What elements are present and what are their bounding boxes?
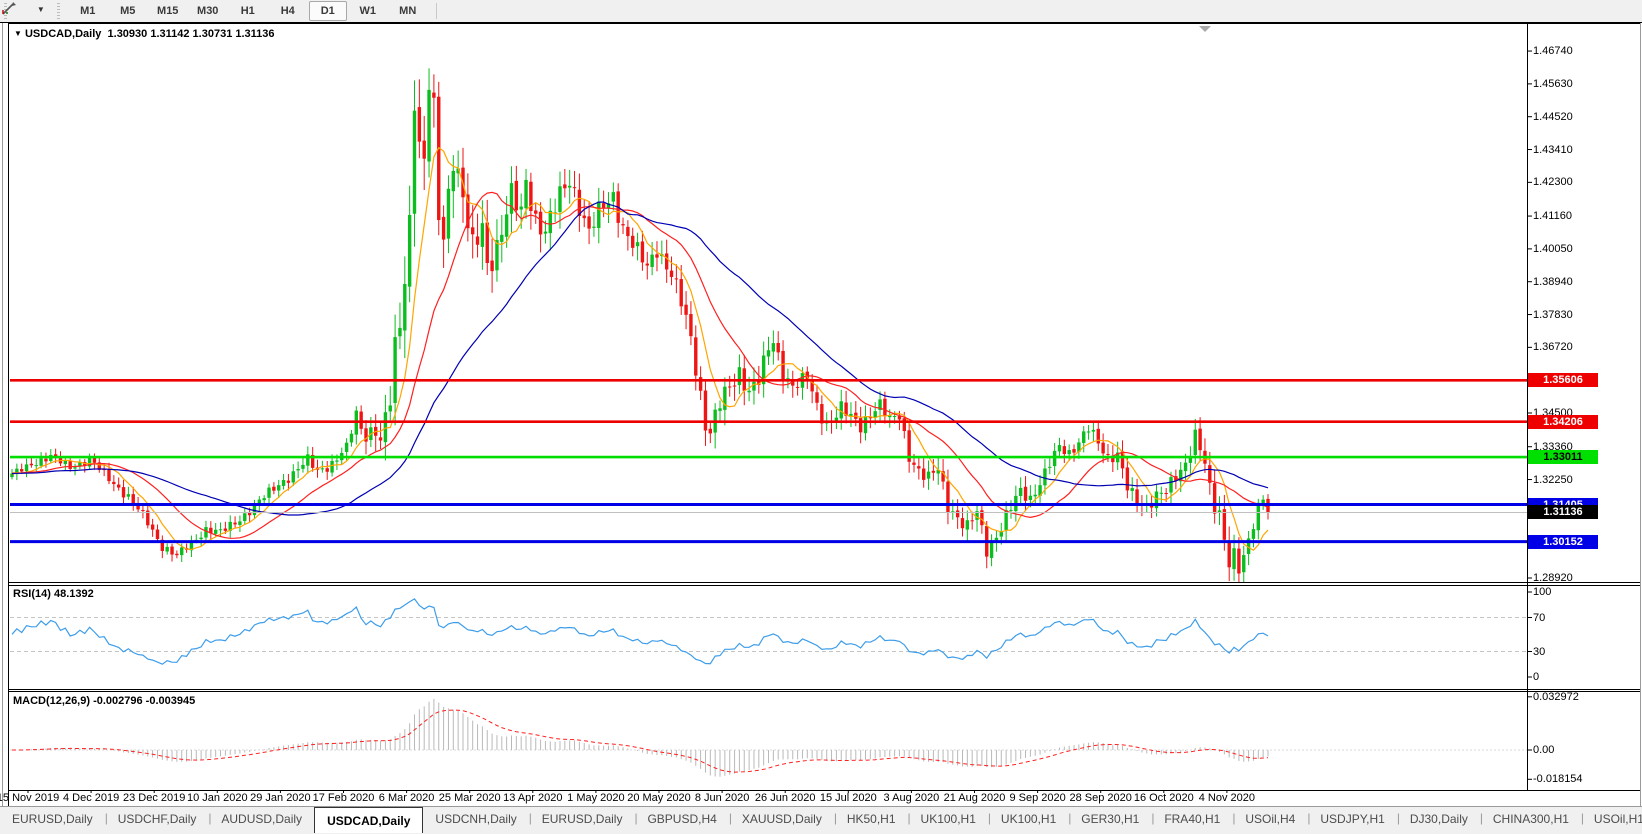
chart-tab-usdcnh-daily[interactable]: USDCNH,Daily <box>435 812 517 826</box>
price-axis-label: 1.42300 <box>1533 176 1573 189</box>
chevron-down-icon[interactable]: ▼ <box>36 5 45 14</box>
symbol-period: USDCAD,Daily <box>24 28 102 40</box>
price-axis-label: 1.40050 <box>1533 242 1573 255</box>
ohlc-values: 1.30930 1.31142 1.30731 1.31136 <box>107 28 275 40</box>
rsi-axis-label: 0 <box>1533 671 1540 683</box>
chart-plot[interactable] <box>0 23 1642 807</box>
chart-tab-bar: EURUSD,Daily | USDCHF,Daily | AUDUSD,Daily US… <box>0 806 1642 834</box>
chart-tab-gbpusd-h4[interactable]: GBPUSD,H4 <box>647 812 717 826</box>
timeframe-buttons: M1 M5 M15 M30 H1 H4 D1 W1 MN <box>68 1 428 21</box>
price-axis-label: 1.45630 <box>1533 77 1573 90</box>
chart-tab-uk100-h1[interactable]: UK100,H1 <box>1000 812 1057 826</box>
price-axis-label: 1.32250 <box>1533 473 1573 486</box>
ma-40-line <box>11 201 1269 516</box>
date-axis-label: 26 Jun 2020 <box>754 792 816 804</box>
price-badge-1.35606: 1.35606 <box>1528 373 1598 388</box>
chart-tab-eurusd-daily[interactable]: EURUSD,Daily <box>12 812 93 826</box>
macd-axis-label: 0.032972 <box>1533 690 1579 703</box>
macd-axis-label: 0.00 <box>1533 744 1555 756</box>
rsi-axis-label: 100 <box>1533 586 1552 598</box>
candlestick-series <box>10 68 1270 582</box>
chart-tabs: EURUSD,Daily | USDCHF,Daily | AUDUSD,Daily US… <box>0 807 1642 833</box>
price-badge-1.34206: 1.34206 <box>1528 414 1598 429</box>
price-axis-label: 1.41160 <box>1533 210 1572 223</box>
collapse-icon[interactable]: ▼ <box>14 29 22 38</box>
rsi-axis-label: 30 <box>1533 645 1546 658</box>
price-badge-1.33011: 1.33011 <box>1528 450 1598 465</box>
price-badge-1.30152: 1.30152 <box>1528 534 1598 549</box>
chart-tab-audusd-daily[interactable]: AUDUSD,Daily <box>221 812 303 826</box>
toolbar-separator <box>436 3 438 19</box>
date-axis-label: 13 Apr 2020 <box>503 792 563 804</box>
date-axis-label: 17 Feb 2020 <box>312 792 375 804</box>
timeframe-button-w1[interactable]: W1 <box>359 5 376 17</box>
price-badge-1.31136: 1.31136 <box>1528 505 1598 520</box>
macd-histogram <box>11 698 1269 777</box>
chart-tab-dj30-daily[interactable]: DJ30,Daily <box>1409 812 1468 826</box>
timeframe-button-m30[interactable]: M30 <box>197 5 219 17</box>
timeframe-button-m5[interactable]: M5 <box>120 5 136 17</box>
date-axis-label: 8 Jun 2020 <box>694 792 750 804</box>
date-axis-label: 28 Sep 2020 <box>1069 792 1132 804</box>
price-axis-label: 1.46740 <box>1533 45 1573 58</box>
ma-7-line <box>11 146 1269 551</box>
rsi-axis-label: 70 <box>1533 611 1546 624</box>
price-axis-label: 1.36720 <box>1533 341 1573 354</box>
chart-title: ▼ USDCAD,Daily 1.30930 1.31142 1.30731 1… <box>14 28 275 40</box>
price-axis-label: 1.37830 <box>1533 308 1573 321</box>
chart-tab-xauusd-daily[interactable]: XAUUSD,Daily <box>741 812 822 826</box>
timeframe-button-m1[interactable]: M1 <box>80 5 96 17</box>
date-axis-label: 4 Nov 2020 <box>1198 792 1256 804</box>
date-axis-label: 15 Jul 2020 <box>819 792 877 804</box>
chart-window: ▼ USDCAD,Daily 1.30930 1.31142 1.30731 1… <box>0 22 1642 807</box>
price-axis-label: 1.38940 <box>1533 275 1573 288</box>
chart-tab-uk100-h1[interactable]: UK100,H1 <box>920 812 976 826</box>
macd-signal-line <box>12 709 1269 773</box>
chart-tab-china300-h1[interactable]: CHINA300,H1 <box>1492 812 1569 826</box>
chart-drawing-tool-icon[interactable] <box>2 1 32 19</box>
date-axis-label: 6 Mar 2020 <box>378 792 435 804</box>
macd-indicator-label: MACD(12,26,9) -0.002796 -0.003945 <box>13 695 196 707</box>
chart-tab-usoil-h1[interactable]: USOil,H1 <box>1593 812 1642 826</box>
timeframe-button-m15[interactable]: M15 <box>157 5 179 17</box>
timeframe-button-h4[interactable]: H4 <box>280 5 295 17</box>
chart-tab-usdcad-daily[interactable]: USDCAD,Daily <box>314 807 424 833</box>
price-axis-label: 1.28920 <box>1533 572 1573 584</box>
chart-tab-fra40-h1[interactable]: FRA40,H1 <box>1164 812 1221 826</box>
date-axis-label: 4 Dec 2019 <box>62 792 120 804</box>
date-axis-label: 29 Jan 2020 <box>250 792 311 804</box>
rsi-indicator-label: RSI(14) 48.1392 <box>13 588 94 600</box>
date-axis-label: 21 Aug 2020 <box>943 792 1006 804</box>
date-axis-label: 10 Jan 2020 <box>187 792 248 804</box>
chart-tab-ger30-h1[interactable]: GER30,H1 <box>1081 812 1140 826</box>
chart-tab-usdjpy-h1[interactable]: USDJPY,H1 <box>1320 812 1385 826</box>
price-axis-label: 1.43410 <box>1533 143 1573 156</box>
toolbar-grip[interactable] <box>56 3 62 19</box>
date-axis-label: 25 Mar 2020 <box>438 792 501 804</box>
date-axis-label: 16 Oct 2020 <box>1133 792 1194 804</box>
date-axis-label: 3 Aug 2020 <box>883 792 940 804</box>
chart-tab-eurusd-daily[interactable]: EURUSD,Daily <box>541 812 623 826</box>
ma-18-line <box>11 191 1269 539</box>
date-axis-label: 9 Sep 2020 <box>1009 792 1066 804</box>
chart-tab-usoil-h4[interactable]: USOil,H4 <box>1245 812 1296 826</box>
chart-tab-usdchf-daily[interactable]: USDCHF,Daily <box>117 812 197 826</box>
date-axis-label: 1 May 2020 <box>567 792 625 804</box>
rsi-line <box>11 598 1269 665</box>
date-axis-label: 23 Dec 2019 <box>122 792 186 804</box>
date-axis-label: 15 Nov 2019 <box>0 792 60 804</box>
timeframe-button-mn[interactable]: MN <box>399 5 417 17</box>
price-axis-label: 1.33360 <box>1533 440 1573 453</box>
macd-axis-label: -0.018154 <box>1533 773 1583 786</box>
date-axis-label: 20 May 2020 <box>627 792 691 804</box>
timeframe-button-h1[interactable]: H1 <box>240 5 255 17</box>
price-axis-label: 1.44520 <box>1533 110 1573 123</box>
chart-shift-marker[interactable] <box>1199 26 1211 32</box>
chart-tab-hk50-h1[interactable]: HK50,H1 <box>846 812 896 826</box>
timeframe-button-d1[interactable]: D1 <box>308 1 347 21</box>
top-toolbar: ▼ M1 M5 M15 M30 H1 H4 D1 W1 MN <box>0 0 1642 22</box>
